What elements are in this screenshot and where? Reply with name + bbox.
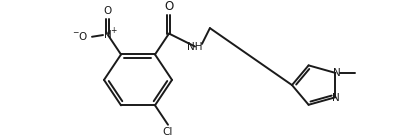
Text: N: N — [333, 68, 340, 78]
Text: N: N — [104, 30, 112, 40]
Text: −: − — [72, 28, 78, 37]
Text: O: O — [79, 32, 87, 42]
Text: +: + — [110, 26, 116, 35]
Text: N: N — [331, 93, 339, 103]
Text: O: O — [164, 0, 173, 13]
Text: Cl: Cl — [163, 127, 173, 137]
Text: O: O — [104, 6, 112, 16]
Text: NH: NH — [187, 42, 203, 52]
